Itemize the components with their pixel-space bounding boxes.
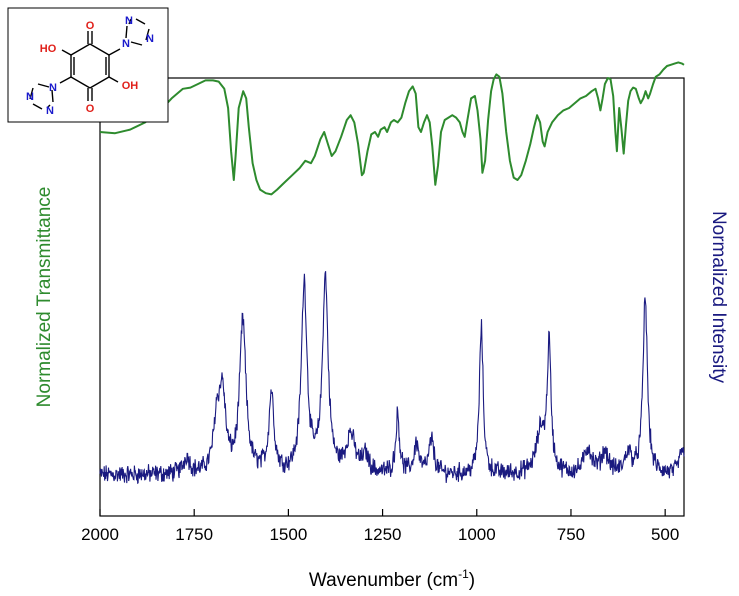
x-tick-label: 1250 [364, 525, 402, 544]
plot-frame [99, 77, 685, 517]
molecule-bonds [29, 18, 150, 110]
x-tick-label: 500 [651, 525, 679, 544]
x-axis-label-close: ) [469, 570, 475, 591]
raman-spectrum-series [99, 271, 685, 485]
molecule-atom-oh: OH [122, 80, 139, 92]
x-tick-label: 1750 [175, 525, 213, 544]
y-axis-right-label: Normalized Intensity [708, 211, 729, 384]
molecule-atom-n: N [26, 91, 34, 103]
ir-spectrum-series [99, 61, 685, 196]
molecule-atom-n: N [49, 82, 57, 94]
molecule-atom-o-bottom: O [86, 103, 95, 115]
raman-spectrum-line [99, 271, 685, 485]
molecule-atom-n: N [122, 38, 130, 50]
molecule-atom-n: N [125, 15, 133, 27]
x-axis-label: Wavenumber (cm-1) [309, 567, 475, 591]
x-tick-label: 1000 [458, 525, 496, 544]
x-axis-ticks: 2000 1750 1500 1250 1000 750 500 [81, 509, 679, 544]
molecule-atom-n: N [46, 105, 54, 117]
y-axis-left-label: Normalized Transmittance [34, 187, 55, 408]
molecule-inset: HO OH O O N N N N N N [7, 7, 169, 123]
x-tick-label: 750 [557, 525, 585, 544]
x-tick-label: 1500 [269, 525, 307, 544]
molecule-atom-o-top: O [86, 20, 95, 32]
x-axis-label-superscript: -1 [458, 567, 469, 581]
molecule-atom-ho: HO [40, 43, 57, 55]
ir-spectrum-line [99, 61, 685, 196]
molecule-inset-frame [7, 7, 169, 123]
molecule-atom-n: N [146, 33, 154, 45]
x-tick-label: 2000 [81, 525, 119, 544]
